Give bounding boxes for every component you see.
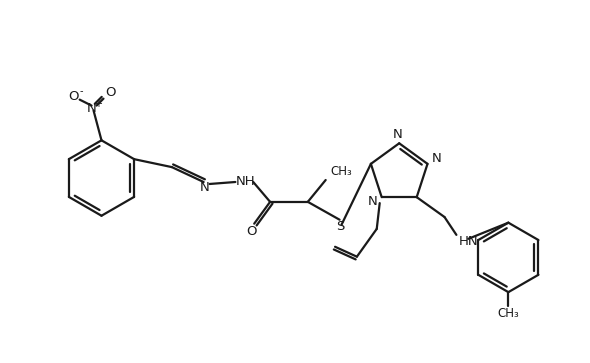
Text: N: N bbox=[392, 128, 402, 141]
Text: CH₃: CH₃ bbox=[497, 307, 519, 321]
Text: N: N bbox=[87, 102, 96, 115]
Text: CH₃: CH₃ bbox=[330, 164, 352, 178]
Text: S: S bbox=[336, 220, 345, 233]
Text: -: - bbox=[80, 86, 83, 96]
Text: N: N bbox=[431, 152, 441, 166]
Text: O: O bbox=[68, 90, 79, 103]
Text: N: N bbox=[368, 195, 378, 208]
Text: HN: HN bbox=[458, 235, 478, 248]
Text: O: O bbox=[246, 225, 257, 238]
Text: O: O bbox=[105, 86, 116, 99]
Text: NH: NH bbox=[235, 175, 255, 188]
Text: N: N bbox=[200, 182, 209, 195]
Text: +: + bbox=[94, 99, 103, 109]
